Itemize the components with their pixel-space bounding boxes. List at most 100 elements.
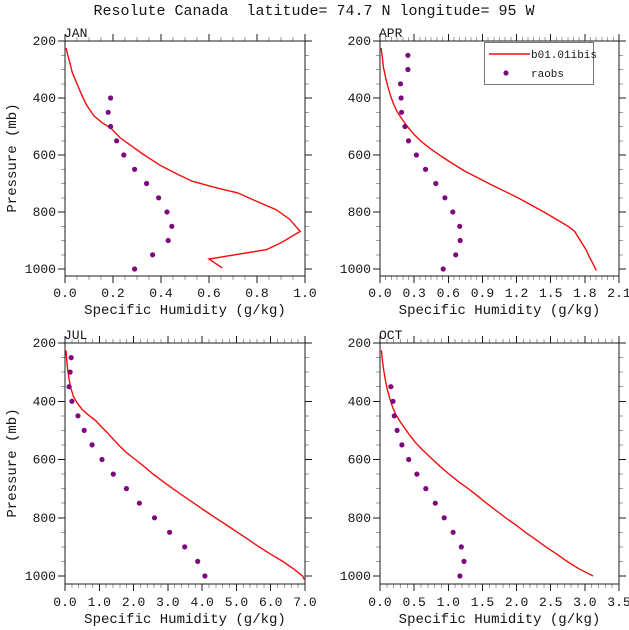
x-tick-label: 2.5: [539, 595, 562, 610]
y-tick-label: 400: [348, 91, 371, 106]
raobs-dot: [108, 123, 114, 130]
raobs-dot: [66, 384, 72, 390]
y-tick-label: 200: [33, 336, 56, 351]
raobs-dot: [167, 529, 173, 535]
raobs-dot: [121, 152, 127, 158]
panel-apr: 0.0 0.3 0.6 0.9 1.2 1.5 1.8 2.1 200 400 600 800 1000…: [340, 26, 629, 319]
raobs-dot: [69, 398, 75, 404]
raobs-dot: [433, 180, 439, 187]
raobs-dot: [399, 442, 405, 448]
x-tick-label: 1.0: [88, 595, 111, 610]
x-tick-label: 0.0: [368, 286, 391, 301]
raobs-dot: [151, 515, 158, 521]
raobs-dot: [99, 456, 105, 463]
raobs-dot: [202, 573, 208, 579]
x-tick-label: 1.2: [505, 286, 528, 301]
x-axis-title: Specific Humidity (g/kg): [84, 612, 286, 628]
plot-frame: [379, 40, 620, 277]
raobs-dot: [182, 544, 188, 550]
x-tick-label: 3.0: [156, 595, 179, 610]
legend: b01.01ibis raobs: [484, 42, 597, 85]
plot-frame: [64, 40, 306, 277]
y-tick-label: 400: [33, 394, 56, 409]
raobs-dot: [422, 166, 429, 172]
raobs-dot: [390, 398, 396, 404]
x-axis-title: Specific Humidity (g/kg): [399, 303, 601, 319]
model-line: [65, 47, 302, 269]
x-tick-label: 0.9: [471, 286, 494, 301]
model-line: [380, 350, 594, 577]
raobs-dot: [75, 413, 81, 419]
raobs-dot: [132, 266, 138, 272]
panels-group: 0.0 0.2 0.4 0.6 0.8 1.0 200 400 600 800 1000 JAN Spe…: [5, 26, 629, 628]
raobs-dot: [461, 558, 467, 565]
x-tick-label: 2.0: [505, 595, 528, 610]
raobs-dot: [150, 252, 156, 258]
plot-frame: [64, 342, 306, 585]
raobs-dot: [405, 138, 412, 144]
raobs-dot: [114, 138, 120, 144]
x-tick-label: 0.0: [53, 286, 76, 301]
raobs-dot: [442, 195, 448, 201]
x-tick-label: 0.4: [149, 286, 173, 301]
x-tick-label: 1.0: [293, 286, 316, 301]
raobs-dot: [169, 223, 175, 229]
plot-frame: [379, 342, 620, 585]
x-tick-label: 1.8: [573, 286, 596, 301]
y-tick-label: 600: [348, 453, 371, 468]
raobs-dot: [432, 500, 438, 506]
x-tick-label: 3.5: [607, 595, 629, 610]
raobs-dot: [132, 166, 138, 172]
x-tick-label: 0.8: [245, 286, 268, 301]
raobs-dot: [450, 209, 456, 215]
x-tick-label: 1.0: [437, 595, 460, 610]
raobs-dot: [414, 471, 420, 477]
raobs-dot: [156, 195, 162, 201]
model-line: [65, 350, 305, 580]
raobs-dot: [397, 81, 404, 87]
raobs-dot: [195, 558, 201, 565]
panel-month-label: APR: [379, 26, 403, 41]
raobs-dot: [110, 471, 116, 477]
y-axis-title: Pressure (mb): [5, 103, 21, 212]
y-tick-label: 600: [33, 453, 56, 468]
raobs-dot: [413, 152, 419, 158]
y-tick-label: 800: [33, 511, 56, 526]
y-tick-label: 800: [348, 511, 371, 526]
x-tick-label: 0.6: [437, 286, 460, 301]
y-tick-label: 1000: [340, 262, 371, 277]
y-tick-label: 200: [348, 336, 371, 351]
raobs-dot: [399, 109, 405, 115]
raobs-dot: [105, 109, 111, 115]
raobs-dot: [388, 384, 394, 390]
legend-label-model: b01.01ibis: [531, 50, 597, 62]
y-tick-label: 600: [33, 148, 56, 163]
x-tick-label: 0.0: [368, 595, 391, 610]
raobs-dot: [67, 369, 73, 375]
raobs-dot: [450, 529, 456, 535]
panel-month-label: OCT: [379, 328, 403, 343]
raobs-dot: [81, 427, 87, 433]
raobs-dot: [108, 95, 114, 101]
raobs-dot: [165, 237, 171, 244]
x-tick-label: 1.5: [539, 286, 562, 301]
y-tick-label: 400: [33, 91, 56, 106]
raobs-dot: [402, 123, 408, 130]
raobs-dot: [391, 413, 397, 419]
raobs-dot: [405, 52, 411, 58]
raobs-dot: [398, 95, 404, 101]
legend-marker-sample: [503, 70, 509, 76]
x-tick-label: 0.2: [101, 286, 124, 301]
panel-month-label: JAN: [64, 26, 87, 41]
legend-label-raobs: raobs: [531, 69, 564, 81]
x-tick-label: 6.0: [259, 595, 282, 610]
raobs-dot: [406, 456, 412, 463]
x-tick-label: 0.5: [402, 595, 425, 610]
y-tick-label: 600: [348, 148, 371, 163]
y-tick-label: 1000: [25, 569, 56, 584]
y-tick-label: 200: [33, 34, 56, 49]
x-tick-label: 0.6: [197, 286, 220, 301]
model-line: [380, 48, 597, 271]
raobs-dot: [89, 442, 95, 448]
